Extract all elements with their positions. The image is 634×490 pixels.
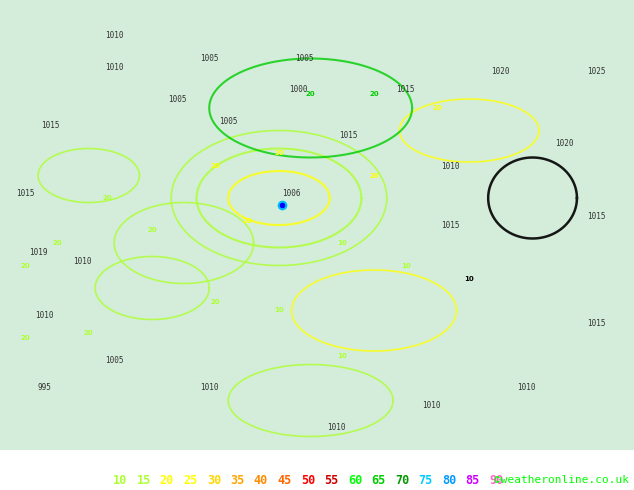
Text: 1020: 1020	[555, 140, 574, 148]
Text: 10: 10	[274, 308, 284, 314]
Text: 80: 80	[442, 473, 456, 487]
Text: 20: 20	[84, 330, 94, 336]
Text: 1010: 1010	[517, 383, 536, 392]
Text: 60: 60	[348, 473, 362, 487]
Text: 20: 20	[210, 164, 221, 170]
Text: 20: 20	[369, 92, 379, 98]
Text: ©weatheronline.co.uk: ©weatheronline.co.uk	[494, 475, 629, 485]
Text: 1005: 1005	[105, 356, 124, 365]
Polygon shape	[0, 0, 634, 450]
Text: 1015: 1015	[586, 212, 605, 220]
Text: 50: 50	[301, 473, 315, 487]
Text: 20: 20	[210, 298, 221, 304]
Text: 30: 30	[207, 473, 221, 487]
Text: Mo 27-05-2024 18:00 UTC (18+72): Mo 27-05-2024 18:00 UTC (18+72)	[408, 454, 629, 466]
Text: 1005: 1005	[168, 95, 187, 103]
Text: 70: 70	[395, 473, 409, 487]
Text: 1010: 1010	[327, 423, 346, 432]
Text: 1010: 1010	[105, 31, 124, 41]
Text: 1000: 1000	[288, 85, 307, 95]
Text: 1015: 1015	[16, 189, 35, 198]
Text: 1015: 1015	[586, 319, 605, 328]
Text: 1019: 1019	[29, 247, 48, 256]
Text: 20: 20	[147, 226, 157, 232]
Text: Isotachs 10m (mph): Isotachs 10m (mph)	[5, 473, 133, 487]
Text: 10: 10	[401, 263, 411, 269]
Text: 20: 20	[369, 172, 379, 178]
Text: 1005: 1005	[219, 117, 238, 126]
Text: 10: 10	[337, 240, 347, 246]
Text: 20: 20	[52, 240, 62, 246]
Text: 1005: 1005	[295, 54, 314, 63]
Text: 90: 90	[489, 473, 503, 487]
Text: 35: 35	[230, 473, 245, 487]
Text: 20: 20	[274, 150, 284, 156]
Text: 1010: 1010	[200, 383, 219, 392]
Text: 1015: 1015	[41, 122, 60, 130]
Text: 20: 20	[20, 263, 30, 269]
Text: 1015: 1015	[441, 220, 460, 229]
Text: 1010: 1010	[441, 162, 460, 171]
Text: 20: 20	[20, 335, 30, 341]
Text: 25: 25	[183, 473, 198, 487]
Text: 1010: 1010	[73, 256, 92, 266]
Text: 85: 85	[465, 473, 480, 487]
Text: 1010: 1010	[35, 311, 54, 319]
Text: 1005: 1005	[200, 54, 219, 63]
Text: 20: 20	[242, 218, 252, 223]
Text: 10: 10	[113, 473, 127, 487]
Text: 995: 995	[37, 383, 51, 392]
Text: Isotachs (mph) [mph] ECMWF: Isotachs (mph) [mph] ECMWF	[5, 454, 190, 466]
Text: 75: 75	[418, 473, 432, 487]
Text: 1010: 1010	[105, 63, 124, 72]
Text: 55: 55	[325, 473, 339, 487]
Text: 1010: 1010	[422, 400, 441, 410]
Text: 65: 65	[372, 473, 385, 487]
Text: 1020: 1020	[491, 68, 510, 76]
Text: 1015: 1015	[396, 85, 415, 95]
Text: 45: 45	[278, 473, 292, 487]
Text: 40: 40	[254, 473, 268, 487]
Text: 15: 15	[136, 473, 151, 487]
Text: 20: 20	[432, 105, 443, 111]
Text: 10: 10	[464, 276, 474, 282]
Text: 1025: 1025	[586, 68, 605, 76]
Text: 10: 10	[337, 352, 347, 359]
Text: 1015: 1015	[339, 130, 358, 140]
Text: 20: 20	[160, 473, 174, 487]
Text: 20: 20	[103, 195, 113, 201]
Text: 1006: 1006	[282, 189, 301, 198]
Text: 20: 20	[306, 92, 316, 98]
